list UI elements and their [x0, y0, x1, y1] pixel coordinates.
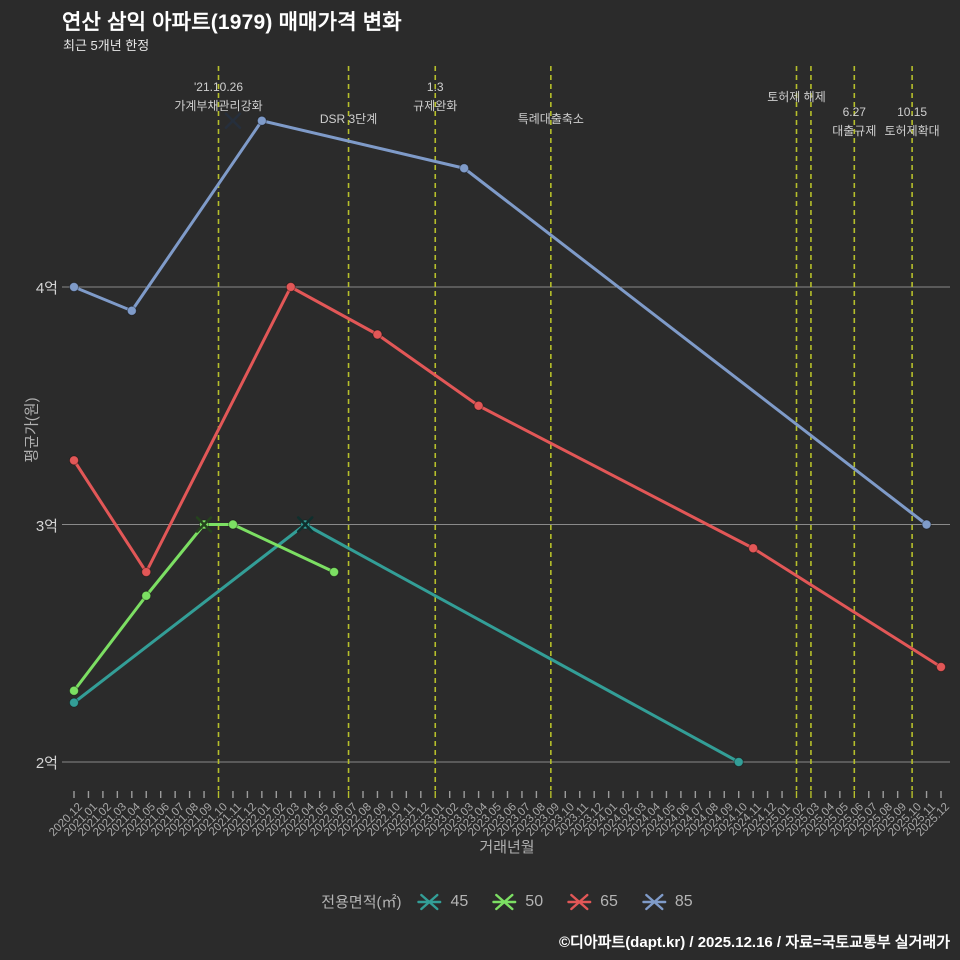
series-50-point: [329, 567, 340, 577]
series-50-point: [69, 685, 79, 696]
legend-entry-label: 85: [674, 892, 693, 910]
legend-entry-label: 65: [600, 892, 618, 910]
legend-marker-icon: [641, 893, 666, 910]
series-50-point: [227, 519, 238, 530]
series-65-point: [473, 400, 484, 411]
legend-entry-label: 45: [450, 892, 469, 910]
series-45-cancel-x-marker: [296, 516, 314, 533]
legend-entries: 45 50 65 85: [417, 892, 693, 911]
series-85-point: [69, 282, 79, 292]
series-45-point: [69, 697, 79, 708]
series-50-cancel-x-marker: [195, 516, 213, 533]
series-85-cancel-x-marker: [224, 112, 242, 130]
legend-entry-label: 50: [525, 892, 544, 910]
legend-marker-icon: [492, 893, 517, 910]
series-65-point: [372, 329, 383, 340]
series-85-point: [126, 305, 137, 316]
series-65-point: [69, 455, 79, 466]
legend-entry-85: 85: [641, 892, 693, 911]
series-85-point: [256, 115, 267, 126]
series-65-point: [748, 543, 759, 554]
legend: 전용면적(㎡) 45 50 65 85: [321, 891, 692, 912]
series-45-point: [733, 757, 744, 767]
series-85-point: [921, 519, 932, 530]
legend-entry-65: 65: [567, 893, 618, 911]
series-65-point: [285, 282, 296, 292]
y-axis-title: 평균가(원): [23, 397, 41, 463]
legend-marker-icon: [417, 893, 442, 910]
x-axis-title: 거래년월: [479, 839, 535, 856]
legend-entry-45: 45: [417, 892, 469, 911]
legend-entry-50: 50: [492, 893, 543, 911]
footer-credit: ©디아파트(dapt.kr) / 2025.12.16 / 자료=국토교통부 실…: [558, 934, 950, 951]
series-65-point: [141, 567, 152, 577]
legend-title: 전용면적(㎡): [321, 894, 402, 911]
series-85-point: [459, 163, 470, 174]
legend-marker-icon: [567, 893, 592, 910]
page-title: 연산 삼익 아파트(1979) 매매가격 변화: [62, 11, 402, 34]
series-50-point: [141, 590, 152, 601]
page-subtitle: 최근 5개년 한정: [63, 38, 150, 53]
series-65-point: [936, 662, 946, 672]
series-50-line: [72, 523, 336, 693]
